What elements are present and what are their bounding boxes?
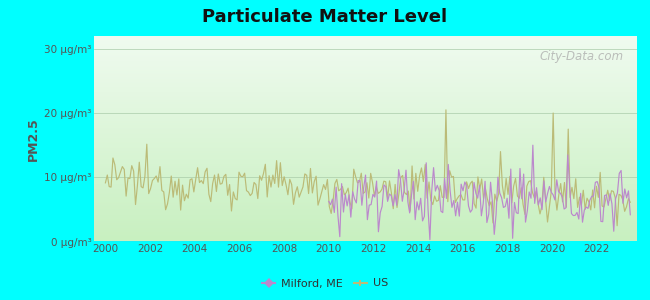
Y-axis label: PM2.5: PM2.5 xyxy=(27,117,40,160)
Legend: Milford, ME, US: Milford, ME, US xyxy=(257,274,393,293)
Text: City-Data.com: City-Data.com xyxy=(540,50,623,63)
Text: Particulate Matter Level: Particulate Matter Level xyxy=(202,8,448,26)
